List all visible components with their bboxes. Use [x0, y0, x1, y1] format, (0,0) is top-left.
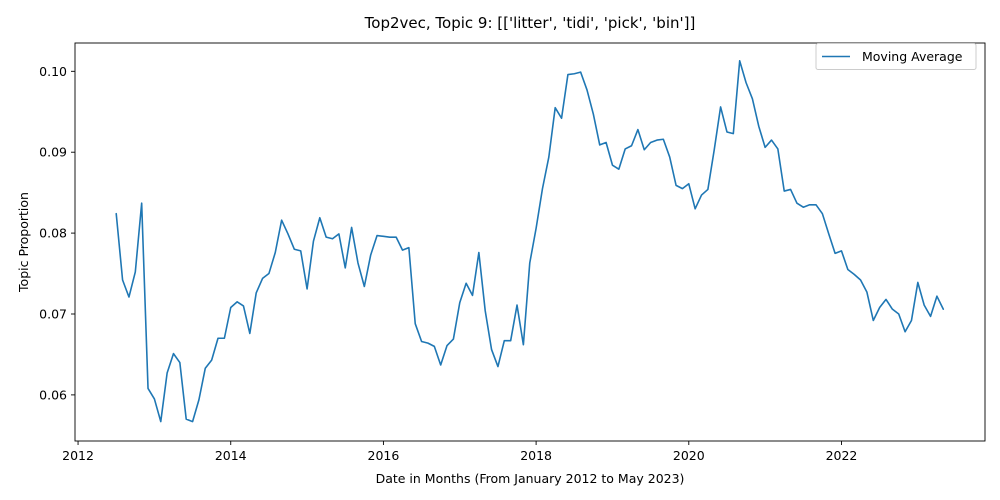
x-tick-label: 2020: [673, 448, 705, 463]
y-tick-label: 0.06: [39, 387, 67, 402]
x-tick-label: 2022: [826, 448, 858, 463]
x-tick-label: 2014: [215, 448, 247, 463]
y-tick-label: 0.09: [39, 145, 67, 160]
legend-box: [815, 43, 977, 70]
legend-label-moving-average: Moving Average: [862, 49, 963, 64]
y-axis-title: Topic Proportion: [16, 192, 31, 293]
chart-title: Top2vec, Topic 9: [['litter', 'tidi', 'p…: [364, 14, 696, 32]
x-tick-label: 2012: [62, 448, 94, 463]
y-tick-label: 0.10: [39, 64, 67, 79]
y-tick-label: 0.08: [39, 226, 67, 241]
legend: Moving Average: [815, 43, 977, 70]
y-tick-label: 0.07: [39, 306, 67, 321]
plot-area-frame: [74, 42, 986, 442]
x-axis-ticks: 2012 2014 2016 2018 2020 2022: [62, 441, 857, 463]
series-line-moving-average: [115, 60, 945, 423]
x-tick-label: 2018: [520, 448, 552, 463]
x-tick-label: 2016: [368, 448, 400, 463]
y-axis-ticks: 0.06 0.07 0.08 0.09 0.10: [39, 64, 75, 402]
x-axis-title: Date in Months (From January 2012 to May…: [376, 471, 685, 486]
